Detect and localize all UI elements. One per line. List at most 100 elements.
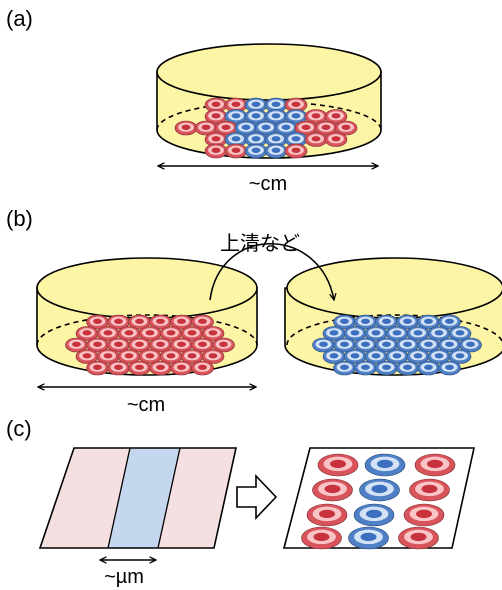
blue-cell [348,526,389,550]
blue-cell [354,337,377,353]
blue-cell [396,360,419,376]
blue-cell [264,109,288,124]
patterned-substrate [38,447,237,549]
red-cell [224,143,248,159]
blue-cell [322,349,346,364]
red-cell [170,314,193,330]
blue-cell [274,120,298,136]
red-cell [414,453,456,477]
red-cell [191,314,214,330]
red-cell [204,109,228,124]
red-cell [138,349,162,364]
red-cell [194,120,218,136]
blue-cell [427,326,451,341]
red-cell [107,314,130,330]
cell-cluster-b-right [312,314,482,376]
red-cell [96,349,120,364]
red-cell [304,132,328,147]
red-cell [86,360,109,376]
red-cell [212,337,235,353]
red-cell [86,337,109,353]
red-cell [149,337,172,353]
cell-cluster-b-left [65,314,235,376]
red-cell [201,349,225,364]
blue-cell [459,337,482,353]
blue-cell [224,109,248,124]
red-cell [117,326,141,341]
blue-cell [448,326,472,341]
blue-cell [264,97,288,113]
red-cell [128,314,151,330]
panel-a-label: (a) [6,6,33,31]
dimension-label-c: ~µm [104,566,144,588]
blue-cell [244,143,268,159]
blue-cell [343,349,367,364]
red-cell [96,326,120,341]
blue-cell [417,314,440,330]
red-cell [301,526,342,550]
red-cell [159,326,183,341]
cell-pattern-c [301,453,456,550]
blue-cell [284,109,308,124]
red-cell [409,478,450,502]
panel-c-label: (c) [6,416,32,441]
blue-cell [438,314,461,330]
transfer-label: 上清など [220,231,300,255]
red-cell [214,120,238,136]
red-cell [317,453,359,477]
blue-cell [406,349,430,364]
red-cell [204,97,228,113]
blue-cell [244,132,268,147]
blue-cell [254,120,278,136]
red-cell [191,337,214,353]
blue-cell [364,349,388,364]
blue-cell [364,453,406,477]
blue-cell [438,360,461,376]
red-cell [180,326,204,341]
blue-cell [234,120,258,136]
blue-cell [312,337,335,353]
red-cell [149,360,172,376]
red-cell [284,97,308,113]
blue-cell [333,314,356,330]
blue-cell [264,132,288,147]
red-cell [107,337,130,353]
red-cell [128,337,151,353]
blue-cell [244,109,268,124]
blue-cell [417,337,440,353]
red-cell [86,314,109,330]
red-cell [306,503,348,527]
blue-cell [417,360,440,376]
red-cell [201,326,225,341]
blue-cell [375,360,398,376]
red-cell [191,360,214,376]
red-cell [75,349,99,364]
red-cell [149,314,172,330]
red-cell [324,132,348,147]
red-cell [180,349,204,364]
dimension-label-b: ~cm [127,394,165,416]
blue-cell [333,360,356,376]
cell-cluster-a [174,97,358,159]
red-cell [204,143,228,159]
red-cell [224,97,248,113]
red-cell [312,478,353,502]
blue-cell [264,143,288,159]
blue-cell [427,349,451,364]
red-cell [284,143,308,159]
red-cell [107,360,130,376]
blue-cell [375,314,398,330]
blue-cell [385,326,409,341]
red-cell [170,360,193,376]
transfer-arrow [209,242,334,300]
red-cell [324,109,348,124]
blue-cell [364,326,388,341]
blue-cell [438,337,461,353]
red-cell [174,120,198,136]
blue-cell [375,337,398,353]
dimension-label-a: ~cm [249,173,287,195]
red-cell [304,109,328,124]
red-cell [75,326,99,341]
red-cell [138,326,162,341]
